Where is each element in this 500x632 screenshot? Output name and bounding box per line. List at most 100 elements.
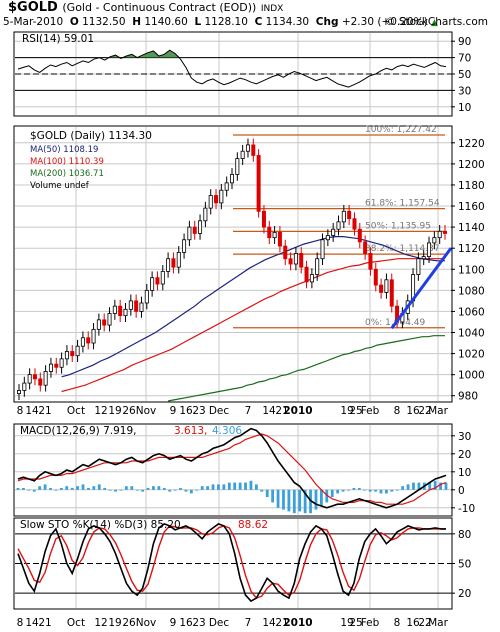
candle-body	[224, 182, 229, 191]
macd-histogram-bar	[238, 482, 242, 490]
fib-level-label: 61.8%: 1,157.54	[365, 199, 440, 209]
x-tick-label: 19	[340, 405, 353, 417]
x-tick-label: 8	[17, 405, 24, 417]
x-tick-label: 25	[349, 405, 362, 417]
candle-body	[309, 274, 314, 283]
rsi-overbought-fill	[18, 50, 446, 58]
macd-histogram-bar	[282, 489, 285, 510]
macd-histogram-bar	[330, 489, 334, 497]
macd-histogram-bar	[222, 484, 226, 490]
candle-body	[192, 226, 197, 234]
rsi-line	[17, 49, 447, 88]
candle-body	[229, 174, 234, 184]
y-tick-label: 90	[458, 36, 471, 48]
macd-histogram-bar	[412, 482, 415, 490]
y-tick-label: 1060	[458, 306, 485, 318]
y-tick-label: 70	[458, 53, 471, 65]
macd-histogram-bar	[32, 489, 36, 492]
price-legend-gold: $GOLD (Daily) 1134.30	[30, 130, 152, 142]
candle-body	[187, 226, 192, 241]
candle-body	[139, 302, 144, 312]
macd-histogram-bar	[417, 482, 421, 490]
change-value: +2.30 (+0.20%)	[341, 16, 428, 28]
candle-body	[283, 245, 288, 260]
candle-body	[75, 345, 80, 357]
price-legend-ma200: MA(200) 1036.71	[30, 169, 104, 179]
x-tick-label: Oct	[67, 405, 85, 417]
macd-histogram-bar	[374, 489, 377, 492]
candle-body	[107, 313, 112, 326]
macd-histogram-bar	[152, 486, 155, 490]
x-tick-label: Mar	[428, 405, 448, 417]
macd-histogram-bar	[385, 489, 388, 494]
macd-histogram-bar	[114, 489, 117, 492]
y-tick-label: 10	[458, 467, 471, 479]
rsi-layer	[15, 49, 451, 91]
macd-histogram-bar	[298, 489, 302, 512]
y-tick-label: 50	[458, 69, 471, 81]
macd-histogram-bar	[325, 489, 329, 503]
y-tick-label: 1100	[458, 264, 485, 276]
x-tick-label: 14	[25, 405, 39, 417]
macd-histogram-bar	[260, 489, 264, 492]
sto-layer	[15, 522, 451, 603]
candle-body	[203, 207, 208, 222]
low-value: 1128.10	[204, 16, 248, 28]
candle-body	[379, 284, 384, 293]
candle-body	[219, 189, 224, 204]
candle-body	[38, 378, 43, 386]
macd-histogram-bar	[92, 486, 96, 490]
candle-body	[160, 270, 165, 285]
price-legend-ma100: MA(100) 1110.39	[30, 157, 104, 167]
candle-body	[304, 266, 309, 283]
chart-title: $GOLD (Gold - Continuous Contract (EOD))…	[8, 1, 283, 14]
candle-body	[267, 226, 272, 239]
macd-histogram-bar	[379, 489, 383, 494]
candle-body	[336, 221, 341, 230]
y-tick-label: 20	[458, 449, 471, 461]
candle-body	[123, 308, 128, 317]
x-tick-label: 21	[38, 405, 51, 417]
candle-body	[102, 319, 107, 326]
candle-body	[256, 155, 261, 212]
macd-legend-hist: 4.306	[212, 425, 242, 437]
macd-histogram-bar	[233, 482, 237, 490]
candle-body	[214, 195, 219, 204]
macd-histogram-bar	[428, 482, 432, 490]
candle-body	[198, 220, 203, 234]
macd-histogram-bar	[336, 489, 340, 494]
x-tick-label: 26	[122, 405, 136, 417]
x-tick-label: 16	[406, 405, 420, 417]
candle-body	[182, 239, 187, 253]
x-tick-label: 19	[108, 617, 121, 629]
x-tick-label: 23	[192, 405, 205, 417]
macd-signal-line	[17, 433, 447, 505]
sto-legend-k: Slow STO %K(14) %D(3) 85.20,	[20, 519, 184, 531]
macd-histogram-bar	[59, 488, 63, 490]
fib-level-label: 50%: 1,135.95	[365, 221, 431, 231]
macd-histogram-bar	[314, 489, 318, 510]
x-tick-label: 19	[340, 617, 353, 629]
up-arrow-icon: ▲	[431, 18, 438, 28]
x-tick-label: 14	[262, 617, 276, 629]
x-tick-label: Nov	[136, 617, 157, 629]
x-tick-label: 16	[406, 617, 420, 629]
x-tick-label: 22	[418, 405, 431, 417]
high-label: H	[132, 16, 141, 28]
open-label: O	[69, 16, 79, 28]
x-tick-label: 23	[192, 617, 205, 629]
candle-body	[315, 258, 320, 275]
macd-histogram-bar	[265, 489, 269, 497]
macd-histogram-bar	[439, 482, 442, 490]
candle-body	[347, 210, 352, 220]
candle-body	[325, 235, 330, 241]
macd-histogram-bar	[157, 486, 161, 490]
candle-body	[341, 210, 346, 223]
y-tick-label: -10	[458, 503, 475, 515]
candle-body	[389, 279, 394, 307]
macd-histogram-bar	[124, 486, 128, 490]
macd-histogram-bar	[227, 482, 231, 490]
x-tick-label: 21	[275, 405, 288, 417]
x-tick-label: 9	[170, 617, 177, 629]
y-tick-label: 1200	[458, 159, 485, 171]
